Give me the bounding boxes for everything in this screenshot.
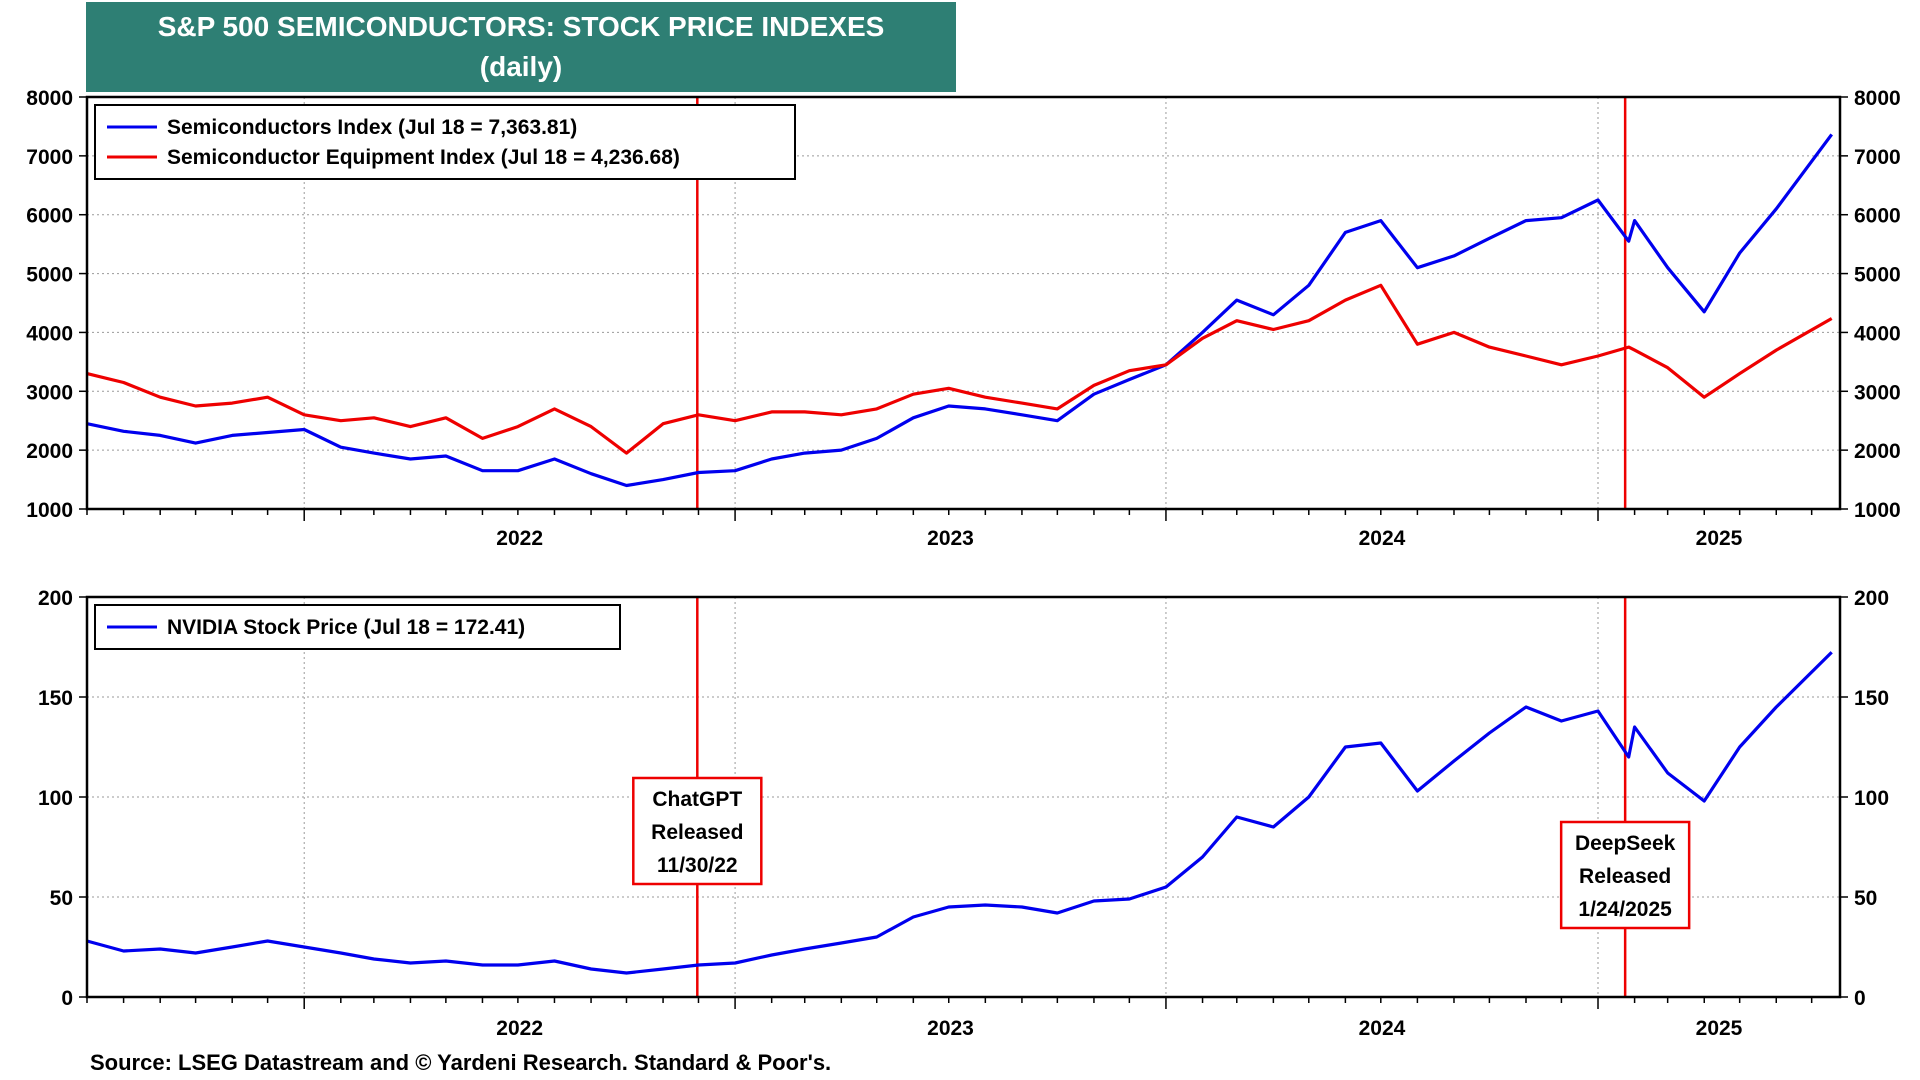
x-tick-label: 2025 — [1696, 527, 1743, 550]
y-tick-label-left: 150 — [38, 687, 73, 710]
y-tick-label-right: 1000 — [1854, 499, 1901, 522]
y-tick-label-right: 200 — [1854, 587, 1889, 610]
x-tick-label: 2025 — [1696, 1017, 1743, 1040]
y-tick-label-left: 2000 — [26, 440, 73, 463]
legend-entry: Semiconductor Equipment Index (Jul 18 = … — [167, 146, 680, 169]
y-tick-label-left: 3000 — [26, 381, 73, 404]
y-tick-label-right: 6000 — [1854, 205, 1901, 228]
y-tick-label-right: 5000 — [1854, 264, 1901, 287]
series-line-1 — [86, 651, 1833, 975]
y-tick-label-right: 0 — [1854, 987, 1866, 1010]
y-tick-label-right: 8000 — [1854, 87, 1901, 110]
y-tick-label-left: 7000 — [26, 146, 73, 169]
legend-box — [94, 104, 796, 180]
y-tick-label-left: 4000 — [26, 322, 73, 345]
event-annotation-text: Released — [651, 821, 743, 844]
x-tick-label: 2024 — [1359, 527, 1406, 550]
chart-panel-2: 2022 2023 2024 2025 0 0 50 50 100 100 150 150 200 200… — [38, 587, 1889, 1040]
y-tick-label-right: 3000 — [1854, 381, 1901, 404]
y-tick-label-left: 50 — [50, 887, 73, 910]
y-tick-label-left: 0 — [61, 987, 73, 1010]
chart-title-box: S&P 500 SEMICONDUCTORS: STOCK PRICE INDE… — [86, 2, 956, 92]
y-tick-label-left: 5000 — [26, 264, 73, 287]
event-annotation-text: Released — [1579, 865, 1671, 888]
series-line-1 — [86, 133, 1833, 488]
x-tick-label: 2024 — [1359, 1017, 1406, 1040]
event-annotation-box — [632, 776, 763, 886]
y-tick-label-right: 7000 — [1854, 146, 1901, 169]
y-tick-label-left: 200 — [38, 587, 73, 610]
event-annotation: ChatGPT Released 11/30/22 — [632, 776, 763, 886]
y-tick-label-right: 50 — [1854, 887, 1877, 910]
x-tick-label: 2023 — [927, 1017, 974, 1040]
y-tick-label-right: 4000 — [1854, 322, 1901, 345]
y-tick-label-right: 100 — [1854, 787, 1889, 810]
x-tick-label: 2023 — [927, 527, 974, 550]
chart-title: S&P 500 SEMICONDUCTORS: STOCK PRICE INDE… — [157, 11, 885, 42]
event-annotation: DeepSeek Released 1/24/2025 — [1559, 820, 1691, 930]
y-tick-label-left: 8000 — [26, 87, 73, 110]
y-tick-label-left: 1000 — [26, 499, 73, 522]
legend-box — [94, 604, 621, 650]
y-tick-label-right: 150 — [1854, 687, 1889, 710]
y-tick-label-left: 100 — [38, 787, 73, 810]
x-tick-label: 2022 — [496, 1017, 543, 1040]
series-line-2 — [86, 283, 1833, 455]
event-annotation-text: 11/30/22 — [657, 854, 738, 877]
chart-subtitle: (daily) — [479, 51, 563, 82]
source-note: Source: LSEG Datastream and © Yardeni Re… — [90, 1050, 832, 1075]
event-annotation-box — [1559, 820, 1691, 930]
legend-entry: Semiconductors Index (Jul 18 = 7,363.81) — [167, 116, 577, 139]
event-annotation-text: 1/24/2025 — [1578, 898, 1672, 921]
plot-frame — [85, 95, 1842, 511]
event-annotation-text: ChatGPT — [652, 788, 742, 811]
event-annotation-text: DeepSeek — [1575, 832, 1676, 855]
plot-frame — [85, 595, 1842, 999]
legend-entry: NVIDIA Stock Price (Jul 18 = 172.41) — [167, 616, 525, 639]
y-tick-label-right: 2000 — [1854, 440, 1901, 463]
chart-panel-1: 2022 2023 2024 2025 1000 1000 2000 2000 3000 3000… — [26, 87, 1900, 550]
x-tick-label: 2022 — [496, 527, 543, 550]
y-tick-label-left: 6000 — [26, 205, 73, 228]
